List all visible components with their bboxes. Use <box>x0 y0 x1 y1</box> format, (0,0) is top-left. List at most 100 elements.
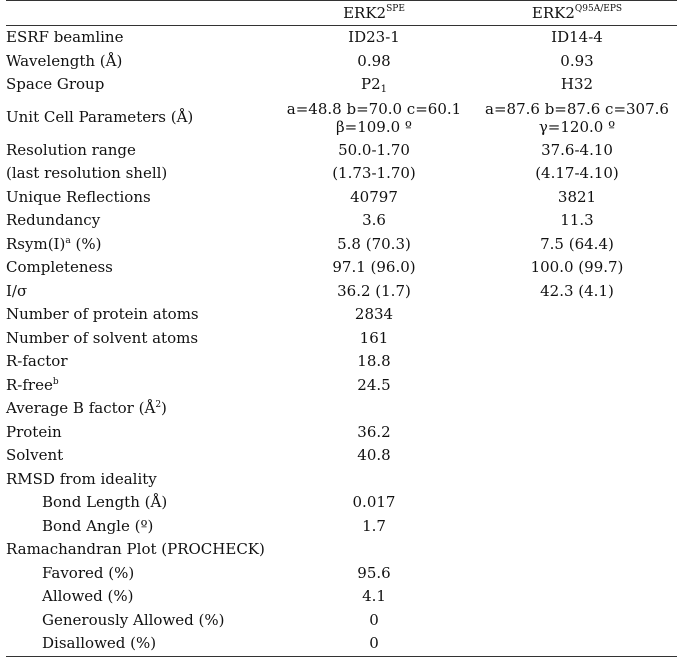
value-erk2-spe: 95.6 <box>357 563 391 582</box>
row-label: Solvent <box>6 446 64 465</box>
value-erk2-spe: 0 <box>369 610 379 629</box>
value-erk2-spe: 4.1 <box>362 587 386 606</box>
value-erk2-spe: ID23-1 <box>271 25 477 50</box>
value-erk2-spe: 0.98 <box>357 51 391 70</box>
value-erk2-q95a <box>477 444 677 468</box>
value-erk2-q95a: (4.17-4.10) <box>535 164 619 183</box>
unit-cell-line-1: a=48.8 b=70.0 c=60.1 <box>286 99 462 118</box>
row-favored: Favored (%) 95.6 <box>6 562 677 586</box>
rsym-label-tail: (%) <box>70 234 102 253</box>
value-erk2-spe: 50.0-1.70 <box>338 140 410 159</box>
row-label: RMSD from ideality <box>6 469 157 488</box>
row-generously-allowed: Generously Allowed (%) 0 <box>6 609 677 633</box>
row-label: Completeness <box>6 258 113 277</box>
row-disallowed: Disallowed (%) 0 <box>6 632 677 657</box>
row-label: R-freeb <box>6 374 271 398</box>
value-erk2-spe: 1.7 <box>362 516 386 535</box>
value-erk2-q95a <box>477 562 677 586</box>
value-erk2-q95a <box>477 491 677 515</box>
row-r-free: R-freeb 24.5 <box>6 374 677 398</box>
row-r-factor: R-factor 18.8 <box>6 350 677 374</box>
space-group-base: P2 <box>360 75 381 94</box>
row-ramachandran-header: Ramachandran Plot (PROCHECK) <box>6 538 677 562</box>
row-label: Allowed (%) <box>42 587 134 606</box>
value-erk2-q95a <box>477 303 677 327</box>
value-erk2-q95a: 11.3 <box>560 211 594 230</box>
value-erk2-q95a: 100.0 (99.7) <box>530 258 624 277</box>
value-erk2-spe: 36.2 (1.7) <box>337 281 411 300</box>
value-erk2-q95a: 7.5 (64.4) <box>540 234 614 253</box>
row-label: Ramachandran Plot (PROCHECK) <box>6 540 265 559</box>
header-blank-cell <box>6 0 271 26</box>
value-erk2-q95a <box>477 397 677 421</box>
value-erk2-spe: P21 <box>271 73 477 97</box>
space-group-subscript: 1 <box>380 84 387 96</box>
row-label: Generously Allowed (%) <box>42 610 225 629</box>
row-label: Disallowed (%) <box>6 632 271 657</box>
row-unique-reflections: Unique Reflections 40797 3821 <box>6 186 677 210</box>
value-erk2-spe: 0.017 <box>352 493 396 512</box>
row-label: Protein <box>6 422 62 441</box>
row-label: Unit Cell Parameters (Å) <box>6 108 194 126</box>
value-erk2-spe: 0 <box>271 632 477 657</box>
row-label: Average B factor (Å2) <box>6 397 271 421</box>
value-erk2-q95a: a=87.6 b=87.6 c=307.6 γ=120.0 º <box>477 97 677 139</box>
rfree-footnote-mark: b <box>52 376 59 387</box>
header-erk2-spe-sup: SPE <box>386 3 405 14</box>
row-redundancy: Redundancy 3.6 11.3 <box>6 209 677 233</box>
rsym-label-base: Rsym(I) <box>6 234 66 253</box>
bfactor-label-base: Average B factor (Å <box>6 399 156 418</box>
value-erk2-q95a <box>477 374 677 398</box>
value-erk2-q95a <box>477 585 677 609</box>
value-erk2-spe: 3.6 <box>362 211 386 230</box>
header-erk2-spe-base: ERK2 <box>343 3 387 22</box>
row-label: Wavelength (Å) <box>6 51 123 70</box>
row-space-group: Space Group P21 H32 <box>6 73 677 97</box>
row-label: Rsym(I)a (%) <box>6 233 271 257</box>
row-solvent-b: Solvent 40.8 <box>6 444 677 468</box>
row-bond-length: Bond Length (Å) 0.017 <box>6 491 677 515</box>
value-erk2-spe: 36.2 <box>357 422 391 441</box>
row-protein-atoms: Number of protein atoms 2834 <box>6 303 677 327</box>
row-label: Redundancy <box>6 211 101 230</box>
row-average-b-factor: Average B factor (Å2) <box>6 397 677 421</box>
value-erk2-q95a <box>477 538 677 562</box>
row-allowed: Allowed (%) 4.1 <box>6 585 677 609</box>
value-erk2-q95a: ID14-4 <box>477 25 677 50</box>
value-erk2-q95a <box>477 421 677 445</box>
value-erk2-spe: 24.5 <box>357 375 391 394</box>
row-label: Unique Reflections <box>6 187 151 206</box>
row-wavelength: Wavelength (Å) 0.98 0.93 <box>6 50 677 74</box>
value-erk2-spe <box>271 468 477 492</box>
row-bond-angle: Bond Angle (º) 1.7 <box>6 515 677 539</box>
value-erk2-spe: 97.1 (96.0) <box>332 258 416 277</box>
row-rsym: Rsym(I)a (%) 5.8 (70.3) 7.5 (64.4) <box>6 233 677 257</box>
value-erk2-q95a: 37.6-4.10 <box>541 140 613 159</box>
crystallography-table: ERK2SPE ERK2Q95A/EPS ESRF beamline ID23-… <box>6 0 677 657</box>
value-erk2-spe: (1.73-1.70) <box>332 164 416 183</box>
row-label: Number of protein atoms <box>6 305 199 324</box>
value-erk2-spe: 5.8 (70.3) <box>337 234 411 253</box>
row-label: Resolution range <box>6 140 136 159</box>
value-erk2-q95a <box>477 609 677 633</box>
value-erk2-q95a: 42.3 (4.1) <box>540 281 614 300</box>
row-rmsd-header: RMSD from ideality <box>6 468 677 492</box>
value-erk2-spe: 161 <box>359 328 389 347</box>
row-i-over-sigma: I/σ 36.2 (1.7) 42.3 (4.1) <box>6 280 677 304</box>
value-erk2-spe: 40.8 <box>357 446 391 465</box>
header-erk2-q95a-eps-base: ERK2 <box>531 3 575 22</box>
row-protein-b: Protein 36.2 <box>6 421 677 445</box>
row-label: I/σ <box>6 281 28 300</box>
value-erk2-spe: 18.8 <box>357 352 391 371</box>
value-erk2-q95a <box>477 468 677 492</box>
value-erk2-spe <box>271 397 477 421</box>
row-label: (last resolution shell) <box>6 164 168 183</box>
rfree-label-base: R-free <box>6 375 53 394</box>
row-last-shell: (last resolution shell) (1.73-1.70) (4.1… <box>6 162 677 186</box>
value-erk2-q95a: H32 <box>560 75 594 94</box>
header-erk2-q95a-eps: ERK2Q95A/EPS <box>477 0 677 26</box>
rsym-footnote-mark: a <box>65 235 71 246</box>
row-label: R-factor <box>6 352 68 371</box>
row-label: Number of solvent atoms <box>6 328 199 347</box>
bfactor-superscript: 2 <box>155 400 162 411</box>
